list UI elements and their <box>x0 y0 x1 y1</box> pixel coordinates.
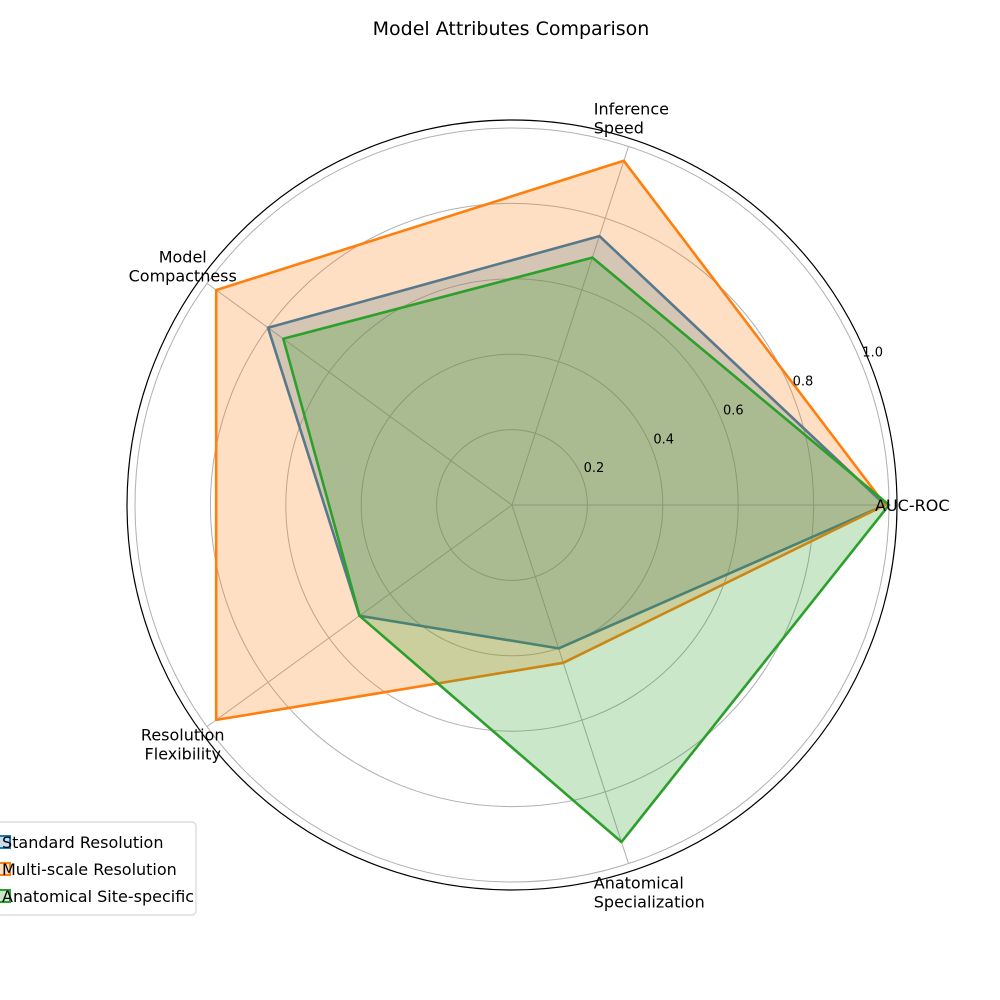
series-fill-2 <box>216 160 886 720</box>
series-line-3 <box>281 256 891 844</box>
axis-label-line: Resolution <box>141 726 225 745</box>
r-tick-label-5: 1.0 <box>862 346 883 361</box>
r-tick-label-3: 0.6 <box>723 403 744 418</box>
r-tick-label-4: 0.8 <box>793 375 814 390</box>
series-fill-3 <box>283 257 889 843</box>
grid-spoke-5 <box>511 504 629 864</box>
radial-ticks: 0.2 0.4 0.6 0.8 1.0 <box>584 346 883 476</box>
legend-swatch-1 <box>0 835 11 849</box>
polar-frame <box>126 119 898 891</box>
axis-label-line: Model <box>159 247 207 266</box>
legend-swatch-3 <box>0 889 11 903</box>
legend-label-1: Standard Resolution <box>2 833 163 852</box>
axis-label-5: Anatomical Specialization <box>594 874 705 912</box>
r-tick-label-1: 0.2 <box>584 461 605 476</box>
axis-label-3: Model Compactness <box>129 247 237 285</box>
series-line-2 <box>214 159 887 722</box>
axis-label-2: Inference Speed <box>594 99 669 137</box>
axis-label-line: Compactness <box>129 266 237 285</box>
chart-title: Model Attributes Comparison <box>373 18 650 40</box>
axis-label-line: AUC-ROC <box>875 496 949 515</box>
axis-labels: AUC-ROC Inference Speed Model Compactness Res… <box>129 99 950 911</box>
series-fill-1 <box>268 236 886 649</box>
grid-spoke-3 <box>206 283 513 506</box>
legend-label-3: Anatomical Site-specific <box>2 887 194 906</box>
legend-box <box>0 821 197 916</box>
legend-swatch-2 <box>0 862 11 876</box>
r-tick-label-2: 0.4 <box>653 432 674 447</box>
series-layer <box>214 159 891 844</box>
axis-label-4: Resolution Flexibility <box>141 726 225 764</box>
axis-label-line: Specialization <box>594 893 705 912</box>
axis-label-line: Inference <box>594 99 669 118</box>
axis-label-line: Flexibility <box>145 745 221 764</box>
axis-label-1: AUC-ROC <box>875 496 949 515</box>
axis-label-line: Anatomical <box>594 874 684 893</box>
axis-label-line: Speed <box>594 118 644 137</box>
series-line-1 <box>266 234 887 650</box>
grid-spoke-2 <box>511 146 629 506</box>
legend-label-2: Multi-scale Resolution <box>2 860 177 879</box>
legend: Standard Resolution Multi-scale Resolutio… <box>0 821 197 916</box>
